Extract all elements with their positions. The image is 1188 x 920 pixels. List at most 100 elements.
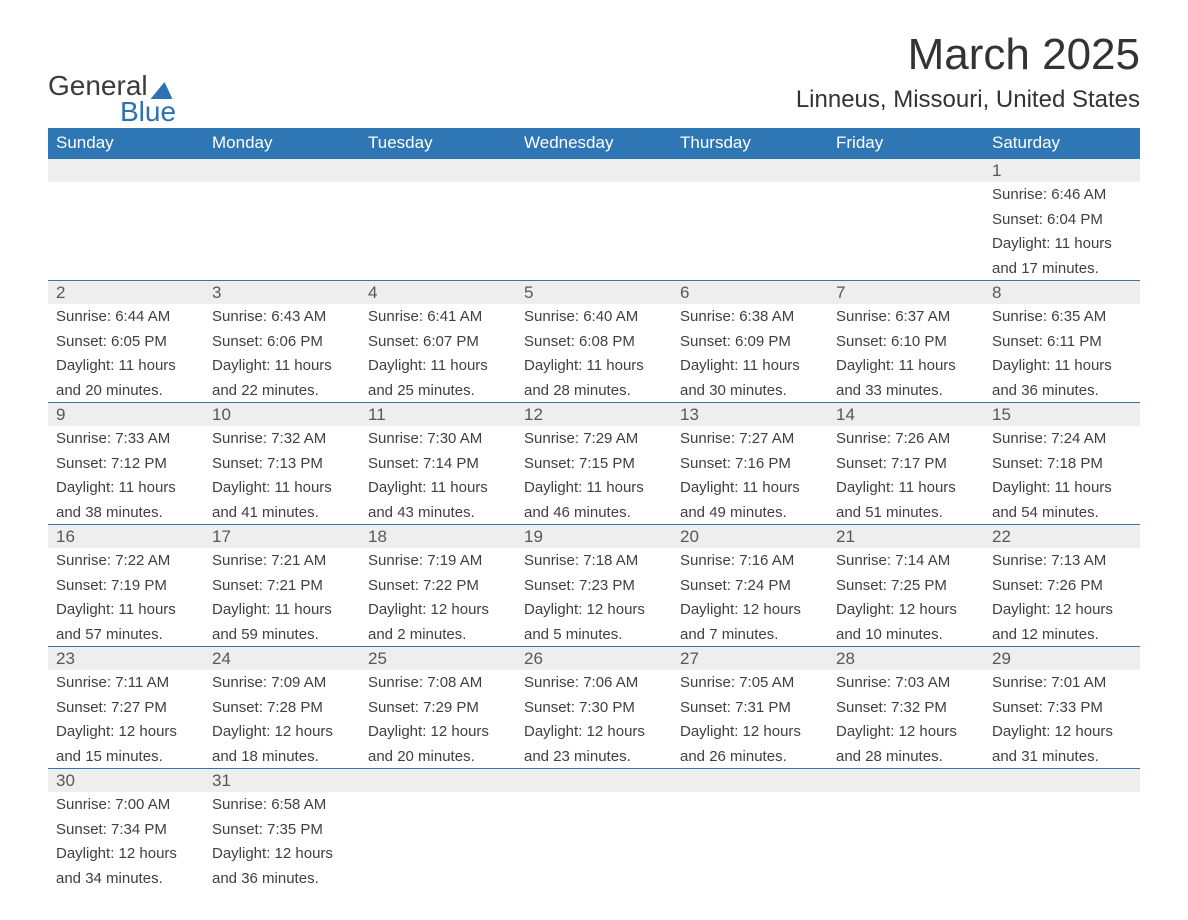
day-detail-cell: and 17 minutes. — [984, 256, 1140, 281]
day-number-cell — [48, 159, 204, 183]
day-number-cell: 2 — [48, 281, 204, 305]
day-detail-cell: and 36 minutes. — [204, 866, 360, 891]
day-detail-cell: Sunset: 6:07 PM — [360, 329, 516, 354]
day-number-cell: 24 — [204, 647, 360, 671]
day-detail-cell: Sunset: 7:33 PM — [984, 695, 1140, 720]
day-detail-cell — [828, 792, 984, 817]
day-detail-cell: and 7 minutes. — [672, 622, 828, 647]
location-subtitle: Linneus, Missouri, United States — [796, 86, 1140, 114]
day-detail-cell — [984, 817, 1140, 842]
week-detail-row: Daylight: 12 hoursDaylight: 12 hours — [48, 841, 1140, 866]
day-detail-cell — [672, 182, 828, 207]
week-detail-row: and 57 minutes.and 59 minutes.and 2 minu… — [48, 622, 1140, 647]
day-detail-cell: and 2 minutes. — [360, 622, 516, 647]
calendar-head: SundayMondayTuesdayWednesdayThursdayFrid… — [48, 128, 1140, 159]
title-block: March 2025 Linneus, Missouri, United Sta… — [796, 30, 1140, 128]
day-detail-cell: Daylight: 12 hours — [360, 719, 516, 744]
week-detail-row: Daylight: 12 hoursDaylight: 12 hoursDayl… — [48, 719, 1140, 744]
day-detail-cell — [516, 256, 672, 281]
day-detail-cell: Sunrise: 6:41 AM — [360, 304, 516, 329]
day-detail-cell: Sunrise: 7:05 AM — [672, 670, 828, 695]
week-detail-row: Sunrise: 7:22 AMSunrise: 7:21 AMSunrise:… — [48, 548, 1140, 573]
day-detail-cell: Sunrise: 7:01 AM — [984, 670, 1140, 695]
day-number-cell: 22 — [984, 525, 1140, 549]
week-detail-row: Sunrise: 7:11 AMSunrise: 7:09 AMSunrise:… — [48, 670, 1140, 695]
day-detail-cell: Sunrise: 7:14 AM — [828, 548, 984, 573]
day-detail-cell: Sunrise: 7:03 AM — [828, 670, 984, 695]
day-detail-cell: Sunrise: 6:35 AM — [984, 304, 1140, 329]
day-detail-cell — [360, 182, 516, 207]
day-detail-cell — [516, 231, 672, 256]
day-detail-cell: Sunrise: 6:58 AM — [204, 792, 360, 817]
day-detail-cell: and 59 minutes. — [204, 622, 360, 647]
day-detail-cell: Sunset: 6:10 PM — [828, 329, 984, 354]
day-detail-cell: Sunset: 7:26 PM — [984, 573, 1140, 598]
day-detail-cell — [48, 182, 204, 207]
week-detail-row: Sunset: 7:34 PMSunset: 7:35 PM — [48, 817, 1140, 842]
day-detail-cell: Sunrise: 7:16 AM — [672, 548, 828, 573]
day-detail-cell — [204, 207, 360, 232]
day-detail-cell: Sunrise: 6:43 AM — [204, 304, 360, 329]
day-detail-cell — [828, 231, 984, 256]
day-detail-cell: and 10 minutes. — [828, 622, 984, 647]
day-detail-cell — [828, 866, 984, 891]
day-detail-cell: and 41 minutes. — [204, 500, 360, 525]
calendar-body: 1Sunrise: 6:46 AMSunset: 6:04 PMDaylight… — [48, 159, 1140, 891]
day-detail-cell: Daylight: 12 hours — [204, 719, 360, 744]
day-detail-cell: Sunrise: 7:06 AM — [516, 670, 672, 695]
day-number-cell: 10 — [204, 403, 360, 427]
day-detail-cell: Sunset: 6:08 PM — [516, 329, 672, 354]
week-detail-row: Sunrise: 6:44 AMSunrise: 6:43 AMSunrise:… — [48, 304, 1140, 329]
day-of-week-row: SundayMondayTuesdayWednesdayThursdayFrid… — [48, 128, 1140, 159]
day-detail-cell: Daylight: 12 hours — [516, 597, 672, 622]
day-detail-cell — [516, 182, 672, 207]
day-number-cell: 8 — [984, 281, 1140, 305]
week-detail-row: Sunrise: 7:33 AMSunrise: 7:32 AMSunrise:… — [48, 426, 1140, 451]
day-header: Tuesday — [360, 128, 516, 159]
day-detail-cell — [828, 207, 984, 232]
day-detail-cell: Sunset: 7:32 PM — [828, 695, 984, 720]
header-row: General Blue March 2025 Linneus, Missour… — [48, 30, 1140, 128]
day-detail-cell: Sunrise: 6:40 AM — [516, 304, 672, 329]
day-detail-cell: Daylight: 11 hours — [516, 353, 672, 378]
day-detail-cell — [984, 866, 1140, 891]
day-detail-cell — [516, 866, 672, 891]
day-header: Monday — [204, 128, 360, 159]
day-detail-cell: Daylight: 11 hours — [516, 475, 672, 500]
day-detail-cell: Sunset: 7:17 PM — [828, 451, 984, 476]
day-detail-cell: and 46 minutes. — [516, 500, 672, 525]
day-number-cell — [828, 769, 984, 793]
day-detail-cell: Sunrise: 7:27 AM — [672, 426, 828, 451]
day-detail-cell — [48, 231, 204, 256]
day-number-cell — [672, 769, 828, 793]
day-detail-cell — [204, 182, 360, 207]
week-detail-row: Daylight: 11 hoursDaylight: 11 hoursDayl… — [48, 353, 1140, 378]
day-detail-cell — [828, 182, 984, 207]
day-number-cell: 26 — [516, 647, 672, 671]
day-number-cell: 14 — [828, 403, 984, 427]
day-header: Saturday — [984, 128, 1140, 159]
calendar-table: SundayMondayTuesdayWednesdayThursdayFrid… — [48, 128, 1140, 890]
week-detail-row: and 17 minutes. — [48, 256, 1140, 281]
day-number-cell: 28 — [828, 647, 984, 671]
week-detail-row: Sunrise: 7:00 AMSunrise: 6:58 AM — [48, 792, 1140, 817]
day-detail-cell: Sunrise: 7:09 AM — [204, 670, 360, 695]
day-number-cell: 1 — [984, 159, 1140, 183]
day-header: Thursday — [672, 128, 828, 159]
day-detail-cell — [672, 256, 828, 281]
day-detail-cell: Daylight: 11 hours — [672, 353, 828, 378]
day-detail-cell: and 38 minutes. — [48, 500, 204, 525]
week-detail-row: Sunset: 7:27 PMSunset: 7:28 PMSunset: 7:… — [48, 695, 1140, 720]
day-detail-cell: Sunrise: 7:26 AM — [828, 426, 984, 451]
day-detail-cell: Sunset: 7:34 PM — [48, 817, 204, 842]
day-detail-cell — [360, 817, 516, 842]
logo-line-1: General — [48, 70, 174, 102]
week-detail-row: and 15 minutes.and 18 minutes.and 20 min… — [48, 744, 1140, 769]
day-detail-cell: and 30 minutes. — [672, 378, 828, 403]
day-detail-cell — [48, 256, 204, 281]
day-detail-cell: Sunrise: 7:00 AM — [48, 792, 204, 817]
day-detail-cell: Daylight: 12 hours — [984, 719, 1140, 744]
day-number-cell: 13 — [672, 403, 828, 427]
day-number-cell: 5 — [516, 281, 672, 305]
day-detail-cell: and 22 minutes. — [204, 378, 360, 403]
